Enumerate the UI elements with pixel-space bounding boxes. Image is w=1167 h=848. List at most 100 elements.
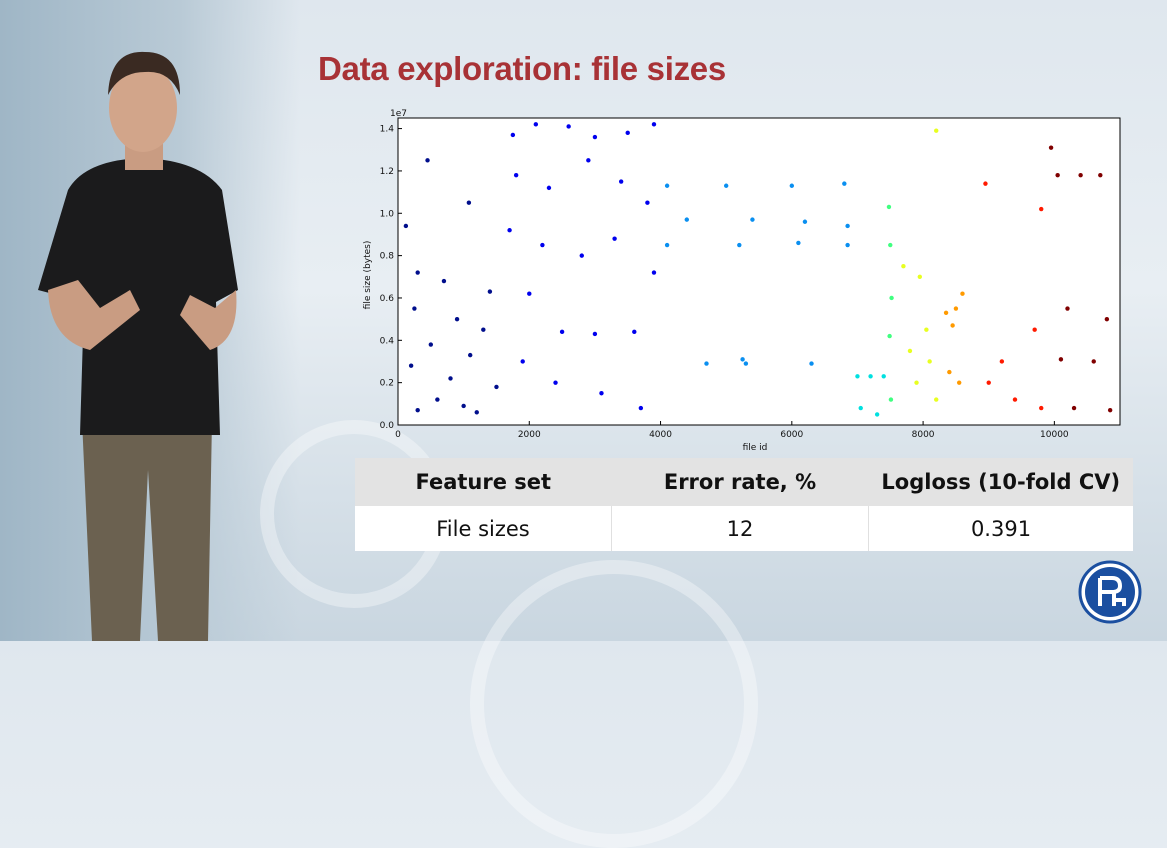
- table-row: File sizes 12 0.391: [355, 506, 1133, 551]
- x-tick-label: 0: [395, 430, 401, 440]
- data-point: [845, 242, 850, 248]
- data-point: [625, 130, 630, 136]
- data-point: [858, 405, 863, 411]
- data-point: [704, 361, 709, 366]
- data-point: [907, 348, 913, 354]
- y-tick-label: 0.2: [380, 379, 394, 389]
- data-point: [645, 200, 650, 205]
- data-point: [412, 306, 417, 311]
- data-point: [425, 158, 430, 163]
- data-point: [428, 342, 434, 347]
- data-point: [520, 359, 525, 364]
- data-point: [559, 329, 565, 335]
- y-axis-label: file size (bytes): [363, 241, 373, 310]
- data-point: [612, 236, 617, 241]
- data-points: [403, 122, 1113, 417]
- data-point: [481, 327, 486, 332]
- hse-university-logo-icon: [1078, 560, 1142, 624]
- data-point: [546, 185, 552, 191]
- point-group-4: [886, 204, 894, 402]
- data-point: [1078, 172, 1083, 178]
- data-point: [474, 410, 479, 415]
- chart-axes: 0 2000 4000 6000 8000 10000 0.0 0.2 0.4 0.6 0.8 1.0…: [380, 125, 1069, 440]
- data-point: [1055, 172, 1060, 178]
- y-tick-label: 0.6: [380, 294, 395, 304]
- data-point: [960, 291, 965, 296]
- point-group-0: [403, 158, 499, 415]
- cell-feature-set: File sizes: [355, 506, 612, 551]
- data-point: [1065, 306, 1070, 311]
- data-point: [855, 374, 860, 379]
- data-point: [415, 407, 420, 413]
- data-point: [527, 291, 532, 296]
- data-point: [403, 223, 409, 229]
- data-point: [507, 228, 512, 233]
- data-point: [950, 323, 955, 328]
- slide-title: Data exploration: file sizes: [318, 50, 726, 87]
- x-tick-label: 4000: [649, 430, 672, 440]
- data-point: [914, 380, 919, 385]
- data-point: [953, 306, 959, 311]
- y-tick-label: 1.2: [380, 167, 394, 177]
- presenter-figure: [38, 51, 238, 641]
- x-tick-label: 8000: [912, 430, 935, 440]
- data-point: [586, 158, 591, 163]
- data-point: [802, 219, 808, 224]
- cell-error-rate: 12: [611, 506, 869, 551]
- data-point: [809, 361, 814, 366]
- data-point: [684, 217, 689, 222]
- data-point: [487, 289, 493, 294]
- y-exponent-label: 1e7: [390, 109, 407, 119]
- data-point: [886, 204, 892, 210]
- data-point: [441, 278, 447, 284]
- data-point: [889, 295, 894, 301]
- data-point: [887, 333, 892, 339]
- data-point: [917, 274, 923, 279]
- data-point: [592, 134, 598, 140]
- cell-logloss: 0.391: [868, 506, 1133, 551]
- data-point: [466, 200, 472, 205]
- data-point: [1091, 359, 1096, 364]
- data-point: [842, 181, 847, 186]
- data-point: [796, 240, 801, 246]
- data-point: [888, 397, 894, 402]
- data-point: [494, 384, 499, 390]
- data-point: [874, 412, 880, 417]
- data-point: [618, 179, 624, 184]
- data-point: [1048, 145, 1054, 150]
- data-point: [599, 391, 604, 396]
- data-point: [1058, 357, 1064, 362]
- data-point: [943, 310, 949, 315]
- data-point: [1032, 327, 1037, 332]
- data-point: [868, 374, 873, 379]
- data-point: [448, 376, 453, 381]
- data-point: [743, 361, 749, 366]
- point-group-2: [664, 181, 850, 366]
- data-point: [1098, 172, 1103, 178]
- data-point: [737, 242, 742, 248]
- data-point: [1039, 206, 1044, 212]
- header-error-rate: Error rate, %: [611, 458, 869, 506]
- data-point: [510, 132, 516, 138]
- data-point: [986, 380, 991, 385]
- x-tick-label: 2000: [518, 430, 541, 440]
- data-point: [408, 363, 414, 368]
- data-point: [845, 223, 850, 229]
- data-point: [888, 242, 893, 248]
- data-point: [566, 124, 571, 129]
- data-point: [651, 270, 657, 275]
- data-point: [740, 357, 745, 362]
- data-point: [415, 270, 420, 275]
- data-point: [1071, 405, 1077, 411]
- data-point: [1107, 407, 1113, 413]
- data-point: [956, 380, 962, 385]
- data-point: [592, 331, 598, 337]
- x-tick-label: 10000: [1040, 430, 1069, 440]
- data-point: [638, 405, 644, 411]
- data-point: [533, 122, 539, 127]
- data-point: [632, 329, 637, 335]
- x-tick-label: 6000: [780, 430, 803, 440]
- data-point: [553, 380, 558, 385]
- x-axis-label: file id: [743, 443, 768, 453]
- point-group-3: [855, 374, 886, 417]
